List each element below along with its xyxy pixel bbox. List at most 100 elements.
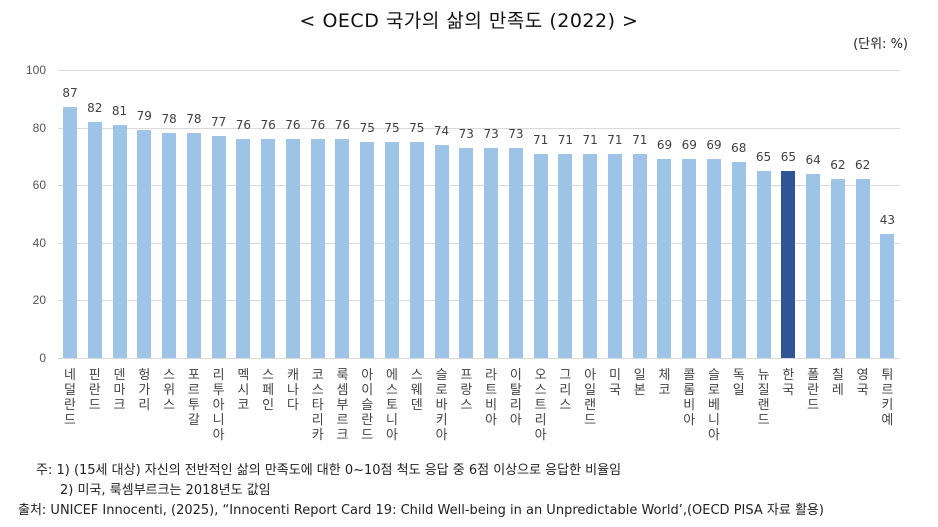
y-tick-label: 40 (32, 235, 46, 250)
value-label: 71 (607, 132, 623, 147)
footnote-2: 2) 미국, 룩셈부르크는 2018년도 값임 (60, 483, 271, 498)
bar (211, 136, 226, 358)
bar (385, 142, 399, 358)
value-label: 65 (780, 149, 796, 164)
value-label: 65 (755, 149, 772, 164)
value-label: 75 (409, 121, 425, 135)
x-category-label: 이탈리아 (509, 368, 522, 428)
gridline (58, 358, 900, 359)
bar (285, 139, 300, 358)
value-label: 69 (656, 138, 673, 153)
x-category-label: 오스트리아 (534, 368, 547, 443)
value-label: 79 (136, 109, 152, 124)
x-category-label: 리투아니아 (212, 368, 225, 443)
value-label: 74 (433, 123, 450, 138)
x-category-label: 폴란드 (807, 368, 820, 413)
x-category-label: 헝가리 (138, 368, 151, 413)
bar (459, 147, 474, 358)
value-label: 62 (854, 158, 871, 173)
bar-chart: 0 20 40 60 80 100 87 네덜란드 82 핀란드 81 덴마크 79 헝가리 78 스위스 78… (25, 63, 900, 443)
x-category-label: 한국 (782, 368, 795, 398)
footnote-1: 주: 1) (15세 대상) 자신의 전반적인 삶의 만족도에 대한 0~10점… (36, 463, 622, 478)
x-category-label: 튀르키예 (881, 368, 894, 428)
value-label: 76 (260, 118, 276, 133)
bar (484, 147, 499, 358)
y-tick-label: 0 (39, 351, 46, 365)
bar (806, 173, 821, 358)
value-label: 71 (532, 132, 549, 147)
value-label: 77 (210, 115, 227, 130)
value-label: 81 (111, 103, 128, 118)
value-label: 62 (830, 158, 846, 173)
x-category-label: 슬로바키아 (435, 368, 448, 443)
bar (731, 162, 746, 358)
x-category-label: 미국 (608, 368, 621, 398)
source-note: 출처: UNICEF Innocenti, (2025), “Innocenti… (18, 503, 824, 518)
value-label: 76 (310, 118, 326, 133)
x-category-label: 핀란드 (88, 368, 101, 413)
value-label: 76 (285, 118, 301, 133)
bar (162, 133, 177, 358)
value-label: 71 (632, 132, 648, 147)
value-label: 87 (62, 86, 78, 101)
bar (781, 170, 796, 358)
value-label: 76 (235, 118, 252, 133)
y-tick-label: 80 (32, 120, 46, 135)
value-label: 78 (186, 112, 202, 127)
bar (360, 142, 375, 358)
x-category-label: 그리스 (559, 368, 572, 413)
value-label: 76 (334, 118, 351, 133)
bar (707, 159, 722, 358)
value-label: 82 (87, 100, 103, 115)
bar (236, 139, 251, 358)
bar (682, 159, 697, 358)
x-category-label: 코스타리카 (311, 368, 324, 443)
y-tick-label: 20 (32, 293, 46, 308)
value-label: 69 (681, 138, 697, 153)
bar (533, 153, 548, 358)
gridline (58, 300, 900, 302)
bar (409, 142, 424, 358)
value-label: 73 (483, 126, 499, 141)
bar (508, 147, 523, 358)
bar (607, 153, 622, 358)
bar (756, 170, 771, 358)
x-category-label: 슬로베니아 (708, 368, 720, 443)
bar (335, 139, 350, 358)
value-label: 71 (557, 132, 574, 147)
x-category-label: 아일랜드 (584, 368, 597, 428)
chart-title: < OECD 국가의 삶의 만족도 (2022) > (299, 10, 639, 32)
bar (632, 153, 647, 358)
y-tick-label: 100 (25, 63, 46, 77)
bar (261, 139, 276, 358)
x-category-label: 영국 (856, 368, 869, 398)
value-label: 69 (706, 138, 722, 153)
x-category-label: 독일 (732, 368, 745, 398)
x-category-label: 뉴질랜드 (757, 368, 770, 428)
value-label: 68 (731, 141, 747, 156)
y-tick-label: 60 (32, 178, 46, 193)
bar (137, 130, 152, 358)
unit-label: (단위: %) (853, 37, 908, 52)
x-category-label: 콜롬비아 (683, 368, 696, 428)
x-category-label: 멕시코 (237, 368, 250, 413)
x-category-label: 캐나다 (286, 368, 299, 413)
x-category-label: 스페인 (262, 368, 275, 413)
gridline (58, 185, 900, 187)
x-category-label: 덴마크 (113, 368, 126, 413)
x-category-label: 룩셈부르크 (336, 368, 349, 443)
x-category-label: 스위스 (163, 368, 176, 413)
bar (558, 153, 573, 358)
value-label: 75 (384, 121, 400, 135)
value-label: 73 (508, 126, 524, 141)
value-label: 43 (879, 213, 896, 228)
x-category-label: 네덜란드 (64, 368, 76, 428)
x-category-label: 스웨덴 (410, 368, 423, 413)
x-category-label: 칠레 (831, 368, 844, 398)
bar (87, 121, 102, 358)
value-label: 73 (458, 126, 474, 141)
gridline (58, 70, 900, 71)
gridline (58, 242, 900, 244)
x-category-label: 체코 (658, 368, 671, 398)
bar (310, 139, 325, 358)
